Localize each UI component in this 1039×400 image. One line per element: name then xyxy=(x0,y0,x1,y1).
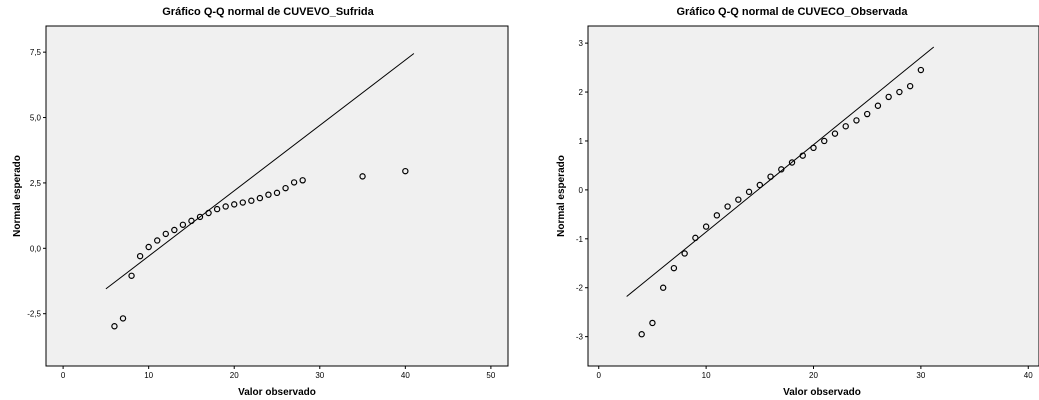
y-tick-label: -1 xyxy=(576,235,584,244)
data-point xyxy=(162,230,169,238)
data-point xyxy=(145,243,152,251)
data-point xyxy=(659,284,667,291)
data-point xyxy=(735,196,742,203)
y-axis-title: Normal esperado xyxy=(12,155,23,237)
plot-area xyxy=(587,25,1039,367)
data-point xyxy=(788,159,796,166)
data-point xyxy=(863,110,871,118)
data-point xyxy=(778,166,785,173)
axis-ticks-layer: 0 10 20 30 40 -3 -2 -1 0 1 2 3 xyxy=(576,39,1033,380)
data-point xyxy=(799,152,806,159)
x-tick-label: 50 xyxy=(486,371,495,380)
data-point xyxy=(885,93,892,101)
data-point xyxy=(724,203,731,210)
x-tick-label: 0 xyxy=(597,371,602,380)
x-tick-label: 20 xyxy=(230,371,239,380)
chart-title: Gráfico Q-Q normal de CUVEVO_Sufrida xyxy=(162,6,374,18)
reference-line-layer xyxy=(105,53,415,290)
y-tick-label: 2 xyxy=(579,88,584,97)
y-tick-label: 3 xyxy=(579,39,584,48)
x-tick-label: 20 xyxy=(809,371,818,380)
data-point xyxy=(239,199,246,206)
x-tick-label: 10 xyxy=(702,371,711,380)
data-point xyxy=(896,88,903,96)
data-point xyxy=(713,212,721,219)
data-point xyxy=(154,237,161,244)
data-point xyxy=(179,221,187,228)
data-point xyxy=(188,217,195,225)
data-point xyxy=(136,252,144,260)
x-tick-label: 10 xyxy=(144,371,153,380)
data-points-layer xyxy=(111,167,409,330)
data-point xyxy=(265,191,272,198)
data-point xyxy=(767,173,774,180)
data-point xyxy=(810,144,817,152)
data-point xyxy=(402,167,409,175)
data-point xyxy=(299,177,306,184)
data-point xyxy=(670,264,678,272)
y-tick-label: 1 xyxy=(579,137,584,146)
data-point xyxy=(128,272,135,279)
y-tick-label: 7,5 xyxy=(30,48,42,57)
data-point xyxy=(171,226,178,234)
data-point xyxy=(205,209,212,217)
data-point xyxy=(874,102,882,109)
data-point xyxy=(282,184,289,192)
data-point xyxy=(638,331,645,338)
axis-ticks-layer: 0 10 20 30 40 50 -2,5 0,0 2,5 5,0 7,5 xyxy=(27,48,496,380)
y-tick-label: 2,5 xyxy=(30,179,42,188)
data-point xyxy=(119,315,127,322)
y-tick-label: 5,0 xyxy=(30,114,42,123)
x-tick-label: 40 xyxy=(401,371,410,380)
x-tick-label: 40 xyxy=(1024,371,1033,380)
data-point xyxy=(256,194,264,202)
data-point xyxy=(756,181,764,189)
qq-plot-cuveco-observada: Gráfico Q-Q normal de CUVECO_Observada 0… xyxy=(556,6,1039,398)
data-point xyxy=(111,323,118,330)
data-point xyxy=(702,223,710,230)
data-point xyxy=(917,66,925,74)
y-tick-label: 0,0 xyxy=(30,244,42,253)
data-point xyxy=(681,250,688,257)
y-tick-label: 0 xyxy=(579,186,584,195)
y-tick-label: -2,5 xyxy=(27,310,41,319)
data-point xyxy=(745,188,753,196)
data-point xyxy=(196,213,204,221)
x-tick-label: 30 xyxy=(315,371,324,380)
data-point xyxy=(906,82,914,90)
x-tick-label: 30 xyxy=(916,371,925,380)
data-point xyxy=(290,179,298,186)
data-point xyxy=(842,123,849,130)
data-point xyxy=(222,203,229,210)
data-point xyxy=(213,205,221,213)
qq-plot-cuvevo-sufrida: Gráfico Q-Q normal de CUVEVO_Sufrida 0 10… xyxy=(12,6,509,398)
data-point xyxy=(853,117,860,124)
data-point xyxy=(248,197,255,204)
y-axis-title: Normal esperado xyxy=(556,155,567,237)
data-point xyxy=(649,319,656,327)
chart-title: Gráfico Q-Q normal de CUVECO_Observada xyxy=(676,6,908,18)
data-points-layer xyxy=(638,66,925,338)
data-point xyxy=(273,189,281,197)
y-tick-label: -3 xyxy=(576,333,584,342)
x-tick-label: 0 xyxy=(61,371,66,380)
x-axis-title: Valor observado xyxy=(238,387,316,398)
x-axis-title: Valor observado xyxy=(783,387,861,398)
y-tick-label: -2 xyxy=(576,284,584,293)
data-point xyxy=(692,234,699,242)
data-point xyxy=(231,201,238,208)
reference-line xyxy=(105,53,415,290)
data-point xyxy=(359,173,366,180)
data-point xyxy=(831,130,839,137)
data-point xyxy=(821,137,828,145)
